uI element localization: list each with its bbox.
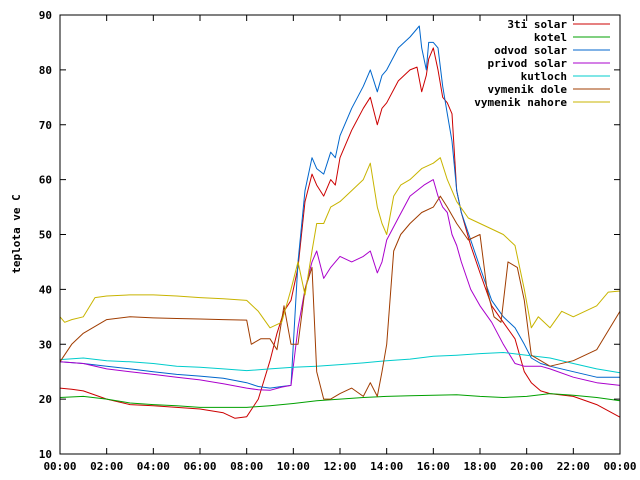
legend-label-3ti-solar: 3ti solar bbox=[507, 18, 567, 31]
y-tick-label: 60 bbox=[39, 174, 52, 187]
x-tick-label: 22:00 bbox=[557, 460, 590, 473]
x-tick-label: 06:00 bbox=[183, 460, 216, 473]
x-tick-label: 00:00 bbox=[43, 460, 76, 473]
y-tick-label: 20 bbox=[39, 393, 52, 406]
x-tick-label: 08:00 bbox=[230, 460, 263, 473]
x-tick-label: 18:00 bbox=[463, 460, 496, 473]
legend-label-vymenik-nahore: vymenik nahore bbox=[474, 96, 567, 109]
y-axis-label: teplota ve C bbox=[10, 194, 23, 273]
x-tick-label: 12:00 bbox=[323, 460, 356, 473]
series-line-vymenik-nahore bbox=[59, 157, 621, 329]
series-line-kotel bbox=[59, 393, 621, 408]
y-tick-label: 90 bbox=[39, 9, 52, 22]
y-tick-label: 10 bbox=[39, 448, 52, 461]
series-line-privod-solar bbox=[59, 179, 621, 391]
x-tick-label: 02:00 bbox=[90, 460, 123, 473]
legend-label-kotel: kotel bbox=[534, 31, 567, 44]
y-tick-label: 30 bbox=[39, 338, 52, 351]
x-tick-label: 04:00 bbox=[137, 460, 170, 473]
series-line-vymenik-dole bbox=[59, 195, 621, 400]
x-tick-label: 10:00 bbox=[277, 460, 310, 473]
legend-label-kutloch: kutloch bbox=[521, 70, 567, 83]
series-line-odvod-solar bbox=[59, 25, 620, 389]
y-tick-label: 40 bbox=[39, 283, 52, 296]
x-tick-label: 20:00 bbox=[510, 460, 543, 473]
x-axis: 00:00 02:00 04:00 06:00 08:00 10:00 12:00 14:00… bbox=[43, 15, 637, 473]
series-line-kutloch bbox=[59, 352, 621, 374]
x-tick-label: 00:00 bbox=[603, 460, 636, 473]
legend-label-vymenik-dole: vymenik dole bbox=[488, 83, 568, 96]
x-tick-label: 16:00 bbox=[417, 460, 450, 473]
y-tick-label: 50 bbox=[39, 229, 52, 242]
y-tick-label: 80 bbox=[39, 64, 52, 77]
legend-label-privod-solar: privod solar bbox=[488, 57, 568, 70]
series-layer bbox=[59, 25, 621, 419]
x-tick-label: 14:00 bbox=[370, 460, 403, 473]
legend-label-odvod-solar: odvod solar bbox=[494, 44, 567, 57]
y-axis: 10 20 30 40 50 60 70 80 90 bbox=[39, 9, 620, 461]
y-tick-label: 70 bbox=[39, 119, 52, 132]
